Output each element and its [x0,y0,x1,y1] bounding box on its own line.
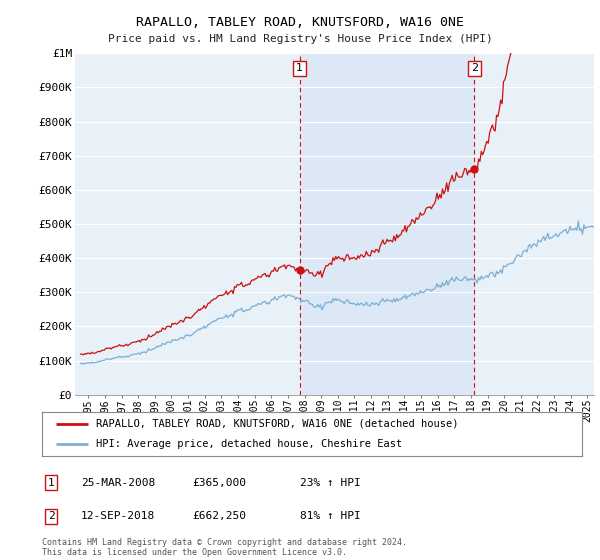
Text: RAPALLO, TABLEY ROAD, KNUTSFORD, WA16 0NE (detached house): RAPALLO, TABLEY ROAD, KNUTSFORD, WA16 0N… [96,419,458,429]
Text: 81% ↑ HPI: 81% ↑ HPI [300,511,361,521]
Text: 2: 2 [471,63,478,73]
Text: Contains HM Land Registry data © Crown copyright and database right 2024.
This d: Contains HM Land Registry data © Crown c… [42,538,407,557]
Text: £662,250: £662,250 [192,511,246,521]
Text: 1: 1 [296,63,303,73]
Text: HPI: Average price, detached house, Cheshire East: HPI: Average price, detached house, Ches… [96,439,402,449]
Text: 2: 2 [47,511,55,521]
Text: 23% ↑ HPI: 23% ↑ HPI [300,478,361,488]
Text: Price paid vs. HM Land Registry's House Price Index (HPI): Price paid vs. HM Land Registry's House … [107,34,493,44]
Text: 1: 1 [47,478,55,488]
Text: RAPALLO, TABLEY ROAD, KNUTSFORD, WA16 0NE: RAPALLO, TABLEY ROAD, KNUTSFORD, WA16 0N… [136,16,464,29]
Text: 25-MAR-2008: 25-MAR-2008 [81,478,155,488]
Text: 12-SEP-2018: 12-SEP-2018 [81,511,155,521]
Bar [300,53,475,395]
Text: £365,000: £365,000 [192,478,246,488]
